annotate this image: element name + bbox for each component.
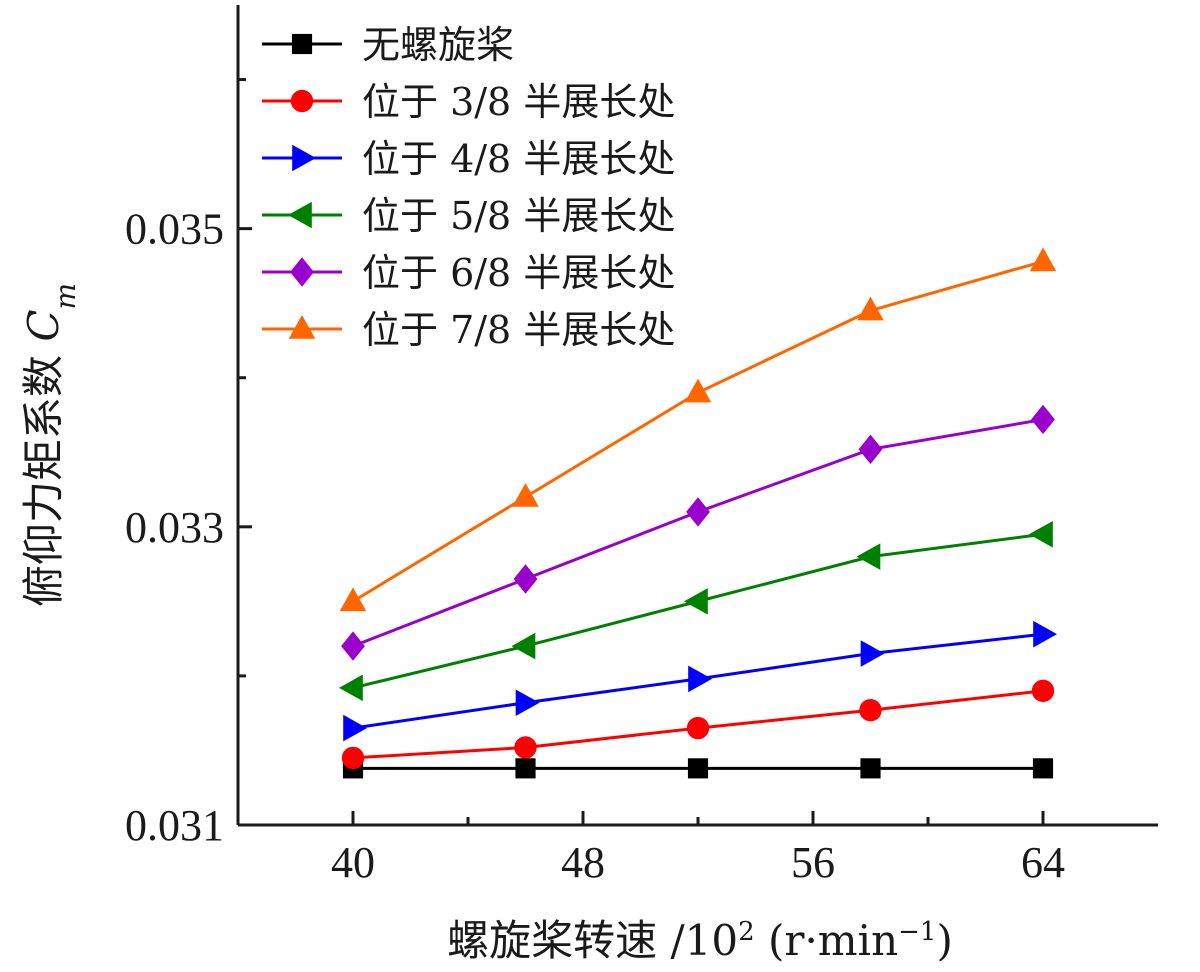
legend-marker xyxy=(290,89,314,113)
data-point xyxy=(860,640,885,667)
data-point xyxy=(343,714,367,742)
legend-marker xyxy=(291,33,313,55)
legend-marker xyxy=(288,201,312,229)
legend-label: 无螺旋桨 xyxy=(362,23,514,67)
data-point xyxy=(515,758,536,779)
series-3 xyxy=(343,620,1057,742)
data-point xyxy=(860,758,881,779)
legend-entry: 位于 7/8 半展长处 xyxy=(262,308,675,352)
x-tick-label: 40 xyxy=(331,838,375,887)
data-point xyxy=(858,434,883,464)
data-point xyxy=(1033,620,1057,648)
legend-marker xyxy=(288,315,316,339)
legend-label: 位于 6/8 半展长处 xyxy=(362,251,675,295)
y-tick-label: 0.033 xyxy=(125,503,224,552)
x-axis-title-sup: 2 xyxy=(738,917,755,947)
legend-marker xyxy=(292,144,316,172)
data-point xyxy=(512,483,539,507)
x-tick-label: 64 xyxy=(1021,838,1065,887)
data-point xyxy=(687,758,709,779)
data-point xyxy=(1029,247,1057,272)
data-point xyxy=(856,543,881,570)
series-5 xyxy=(341,404,1055,661)
series-4 xyxy=(339,520,1053,702)
data-point xyxy=(686,497,710,527)
legend-label: 位于 7/8 半展长处 xyxy=(362,308,675,352)
data-point xyxy=(859,699,882,722)
series-1 xyxy=(342,758,1054,779)
y-axis-title: 俯仰力矩系数 Cm xyxy=(19,283,82,607)
data-point xyxy=(1029,520,1053,548)
data-point xyxy=(339,587,367,612)
y-tick-label: 0.035 xyxy=(125,205,224,254)
legend-entry: 位于 5/8 半展长处 xyxy=(262,194,675,238)
data-point xyxy=(514,736,537,759)
legend-entry: 位于 4/8 半展长处 xyxy=(262,137,675,181)
data-point xyxy=(684,588,708,615)
data-point xyxy=(1031,679,1055,703)
y-axis-symbol: C xyxy=(19,310,68,342)
data-point xyxy=(1031,404,1055,435)
legend-label: 位于 5/8 半展长处 xyxy=(362,194,675,238)
series-layer xyxy=(339,247,1057,779)
legend-entry: 位于 3/8 半展长处 xyxy=(262,80,675,124)
ticks: 40 48 56 64 0.031 0.033 0.035 xyxy=(125,78,1065,887)
series-line xyxy=(352,532,1044,690)
data-point xyxy=(341,631,365,661)
data-point xyxy=(857,296,884,321)
legend-entry: 位于 6/8 半展长处 xyxy=(262,251,675,295)
legend-label: 位于 3/8 半展长处 xyxy=(362,80,675,124)
legend-marker xyxy=(290,257,314,287)
axes xyxy=(236,5,1158,827)
data-point xyxy=(1032,758,1054,779)
x-axis-unit-sup: −1 xyxy=(898,917,936,947)
data-point xyxy=(513,564,538,594)
data-point xyxy=(339,674,363,702)
data-point xyxy=(511,632,536,660)
data-point xyxy=(686,716,710,740)
legend-entry: 无螺旋桨 xyxy=(262,23,514,67)
x-tick-label: 56 xyxy=(791,838,835,887)
y-axis-subscript: m xyxy=(49,283,82,310)
y-tick-label: 0.031 xyxy=(125,801,224,850)
series-line xyxy=(352,417,1044,648)
x-tick-label: 48 xyxy=(561,838,605,887)
data-point xyxy=(684,378,712,403)
legend-label: 位于 4/8 半展长处 xyxy=(362,137,675,181)
series-2 xyxy=(341,679,1055,770)
data-point xyxy=(688,665,712,693)
x-axis-title: 螺旋桨转速 /102 (r·min−1) xyxy=(447,916,953,965)
data-point xyxy=(515,689,540,717)
data-point xyxy=(341,746,365,770)
series-6 xyxy=(339,247,1057,612)
